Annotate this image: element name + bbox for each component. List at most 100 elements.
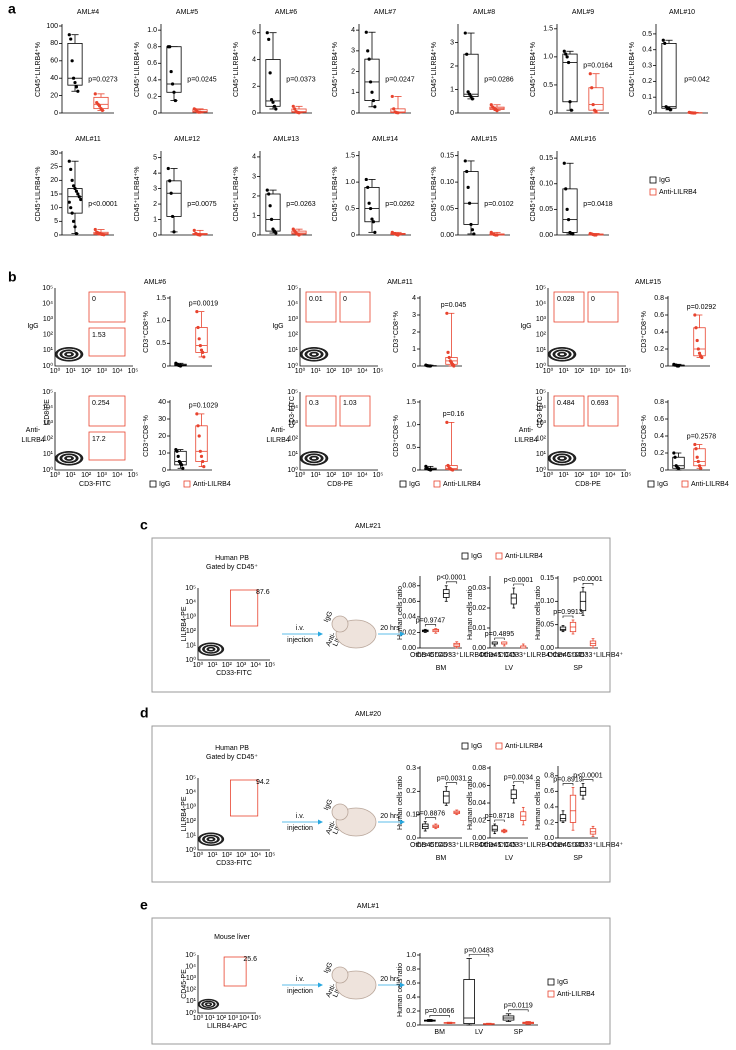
p-value: p=0.0019 <box>189 300 218 307</box>
flow-tick-label: 10⁵ <box>128 472 139 479</box>
box <box>166 46 182 93</box>
data-point <box>467 201 472 205</box>
legend-swatch <box>495 742 503 750</box>
gate-value: 25.6 <box>243 956 257 963</box>
flow-tick-label: 10⁴ <box>605 472 616 479</box>
y-tick-label: 10 <box>50 205 58 212</box>
flow-axes <box>54 392 133 471</box>
flow-tick-label: 10¹ <box>186 832 197 839</box>
data-point <box>274 107 278 111</box>
flow-tick-label: 10¹ <box>43 451 54 458</box>
y-tick-label: 0.0 <box>406 835 416 842</box>
flow-caption: Gated by CD45⁺ <box>206 754 258 761</box>
flow-tick-label: 10³ <box>342 368 353 375</box>
y-tick-label: 0.05 <box>539 206 553 213</box>
y-tick-label: 0.08 <box>402 583 416 590</box>
data-point <box>694 326 698 330</box>
p-bracket <box>508 1009 529 1012</box>
data-point <box>173 98 178 103</box>
flow-caption: Human PB <box>215 745 249 752</box>
data-point <box>695 338 699 343</box>
data-point <box>371 220 376 224</box>
chart-title: AML#12 <box>174 136 200 143</box>
row-label: LILRB4 <box>21 437 44 444</box>
data-point <box>695 455 699 459</box>
data-point <box>367 57 371 61</box>
data-point <box>198 110 202 114</box>
y-tick-label: 0.00 <box>539 232 553 239</box>
route-label: injection <box>287 825 313 832</box>
flow-tick-label: 10⁰ <box>535 466 546 474</box>
legend-label: IgG <box>557 979 568 986</box>
y-tick-label: 3 <box>450 39 454 46</box>
data-point <box>364 30 368 34</box>
panel-frame <box>151 725 611 883</box>
y-tick-label: 0.2 <box>654 450 664 457</box>
y-tick-label: 0.8 <box>147 44 157 51</box>
legend-label: IgG <box>471 553 482 560</box>
flow-tick-label: 10⁰ <box>193 661 204 669</box>
y-tick-label: 2 <box>252 193 256 200</box>
y-tick-label: 1 <box>412 346 416 353</box>
data-point <box>67 159 71 163</box>
flow-tick-label: 10³ <box>97 472 108 479</box>
y-tick-label: 0.00 <box>472 835 486 842</box>
data-point <box>568 100 572 104</box>
p-value: p=0.4895 <box>485 631 514 638</box>
data-point <box>562 161 566 165</box>
flow-tick-label: 10⁴ <box>185 789 196 796</box>
data-point <box>269 98 274 102</box>
y-tick-label: 0.8 <box>544 773 554 780</box>
flow-y-label: CD8-PE <box>44 399 51 425</box>
legend-swatch <box>461 552 469 560</box>
y-tick-label: 0.5 <box>406 444 416 451</box>
legend-label: Anti-LILRB4 <box>691 481 729 488</box>
flow-tick-label: 10² <box>222 662 233 669</box>
y-tick-label: 0 <box>252 110 256 117</box>
legend-label: IgG <box>409 481 420 488</box>
group-label: IgG <box>323 610 334 623</box>
data-point <box>564 187 568 191</box>
data-point <box>170 214 175 219</box>
y-axis-label: Human cells ratio <box>467 776 474 830</box>
y-tick-label: 0.2 <box>654 346 664 353</box>
data-point <box>93 92 97 96</box>
flow-tick-label: 10² <box>326 368 337 375</box>
row-label: LILRB4 <box>266 437 289 444</box>
flow-tick-label: 10¹ <box>43 347 54 354</box>
mouse-head <box>331 803 349 821</box>
flow-contour <box>559 456 565 460</box>
data-point <box>71 184 76 188</box>
flow-tick-label: 10¹ <box>66 472 77 479</box>
data-point <box>697 464 702 468</box>
data-point <box>272 104 277 108</box>
flow-tick-label: 10¹ <box>288 347 299 354</box>
legend-swatch <box>495 552 503 560</box>
route-label: i.v. <box>296 813 304 820</box>
p-bracket <box>513 781 524 784</box>
x-axis-label: SP <box>573 855 583 862</box>
flow-tick-label: 10⁰ <box>287 466 298 474</box>
legend-label: IgG <box>659 177 670 184</box>
data-point <box>297 111 301 115</box>
data-point <box>69 206 73 210</box>
p-value: p=0.0119 <box>504 1003 533 1010</box>
data-point <box>392 107 396 111</box>
y-axis-label: Human cells ratio <box>535 776 542 830</box>
flow-tick-label: 10³ <box>228 1015 239 1022</box>
data-point <box>676 364 681 368</box>
data-point <box>168 45 172 49</box>
data-point <box>195 412 199 416</box>
route-label: i.v. <box>296 976 304 983</box>
p-value: p=0.045 <box>441 302 467 309</box>
box <box>463 171 479 225</box>
box <box>569 794 577 823</box>
legend-label: Anti-LILRB4 <box>505 743 543 750</box>
y-tick-label: 0.4 <box>642 47 652 54</box>
legend-label: IgG <box>657 481 668 488</box>
y-tick-label: 1 <box>450 86 454 93</box>
data-point <box>566 60 571 65</box>
box <box>588 87 604 111</box>
y-tick-label: 30 <box>50 150 58 157</box>
data-point <box>71 219 76 223</box>
